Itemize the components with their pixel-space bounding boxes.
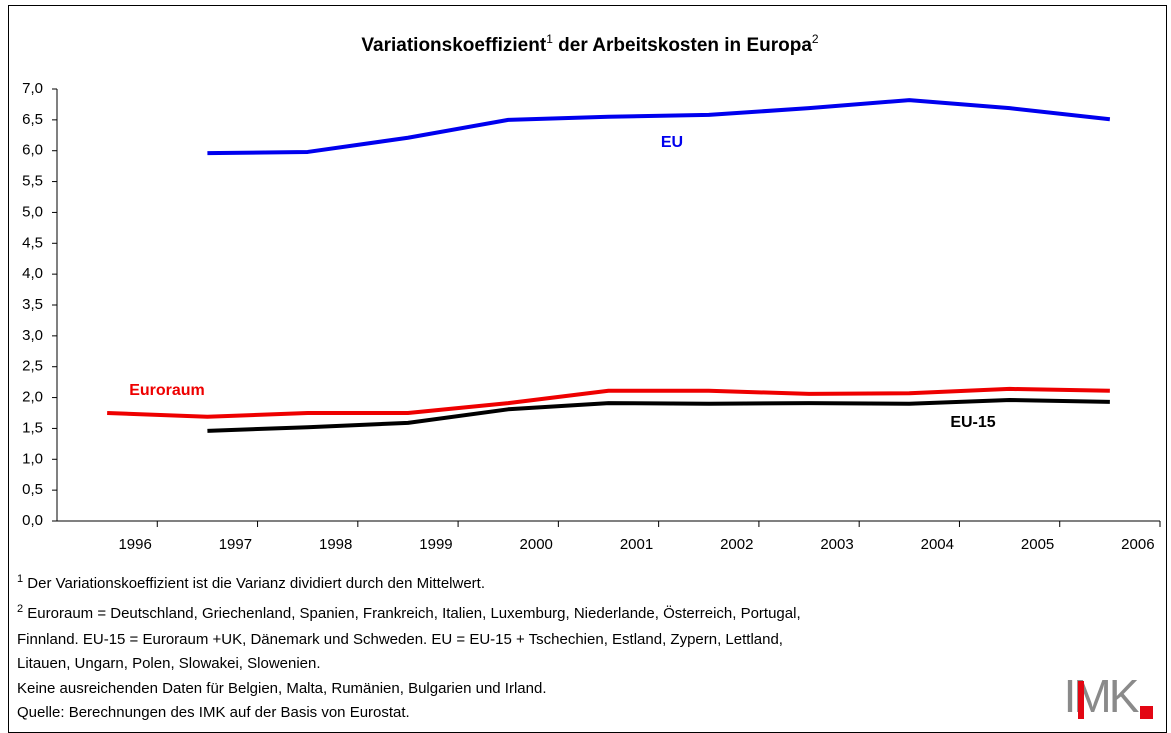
y-tick-label: 4,0	[22, 265, 43, 282]
footnote-text: Keine ausreichenden Daten für Belgien, M…	[17, 680, 547, 697]
footnote: Keine ausreichenden Daten für Belgien, M…	[17, 680, 547, 697]
footnote-sup: 1	[17, 573, 23, 585]
y-tick-label: 5,5	[22, 173, 43, 190]
series-line	[207, 98, 1111, 156]
y-tick-label: 3,5	[22, 296, 43, 313]
title-part: Variationskoeffizient	[361, 35, 546, 56]
title-part: der Arbeitskosten in Europa	[553, 35, 812, 56]
x-tick-label: 1999	[419, 536, 452, 553]
y-tick-label: 0,0	[22, 512, 43, 529]
series-label: Euroraum	[129, 382, 205, 399]
x-tick-label: 2006	[1121, 536, 1154, 553]
footnote: 1 Der Variationskoeffizient ist die Vari…	[17, 573, 485, 592]
y-tick-label: 2,0	[22, 389, 43, 406]
series-label: EU	[661, 134, 683, 151]
y-tick-label: 6,5	[22, 111, 43, 128]
footnote: Finnland. EU-15 = Euroraum +UK, Dänemark…	[17, 631, 783, 648]
y-tick-label: 3,0	[22, 327, 43, 344]
logo-bar	[1078, 681, 1084, 719]
x-tick-label: 1998	[319, 536, 352, 553]
footnote-sup: 2	[17, 603, 23, 615]
series-line	[107, 386, 1110, 419]
footnote-text: Der Variationskoeffizient ist die Varian…	[23, 575, 485, 592]
y-tick-label: 0,5	[22, 481, 43, 498]
y-tick-label: 5,0	[22, 203, 43, 220]
footnote-text: Quelle: Berechnungen des IMK auf der Bas…	[17, 704, 410, 721]
x-tick-label: 1996	[118, 536, 151, 553]
footnote: Litauen, Ungarn, Polen, Slowakei, Slowen…	[17, 655, 321, 672]
footnote-text: Euroraum = Deutschland, Griechenland, Sp…	[23, 604, 801, 622]
title-sup: 1	[546, 32, 553, 46]
logo-square	[1140, 706, 1153, 719]
title-sup: 2	[812, 32, 819, 46]
y-tick-label: 1,5	[22, 419, 43, 436]
y-tick-label: 2,5	[22, 358, 43, 375]
y-tick-label: 1,0	[22, 450, 43, 467]
logo: IMK	[1064, 670, 1140, 722]
x-tick-label: 2002	[720, 536, 753, 553]
y-tick-label: 4,5	[22, 234, 43, 251]
x-tick-label: 2001	[620, 536, 653, 553]
series-line	[207, 398, 1110, 433]
footnote-text: Litauen, Ungarn, Polen, Slowakei, Slowen…	[17, 655, 321, 672]
footnote-text: Finnland. EU-15 = Euroraum +UK, Dänemark…	[17, 631, 783, 648]
x-tick-label: 2000	[520, 536, 553, 553]
footnote: Quelle: Berechnungen des IMK auf der Bas…	[17, 704, 410, 721]
series-label: EU-15	[950, 414, 995, 431]
y-tick-label: 7,0	[22, 80, 43, 97]
chart-title: Variationskoeffizient1 der Arbeitskosten…	[361, 32, 818, 56]
x-tick-label: 2005	[1021, 536, 1054, 553]
x-tick-label: 2004	[921, 536, 954, 553]
y-tick-label: 6,0	[22, 142, 43, 159]
frame	[8, 5, 1167, 733]
x-tick-label: 2003	[820, 536, 853, 553]
footnote: 2 Euroraum = Deutschland, Griechenland, …	[17, 603, 801, 622]
x-tick-label: 1997	[219, 536, 252, 553]
